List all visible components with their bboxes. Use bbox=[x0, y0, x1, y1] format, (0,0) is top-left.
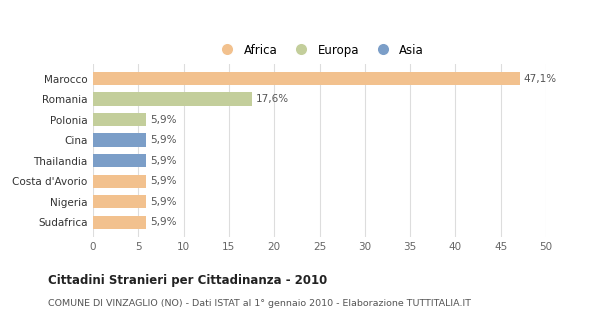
Text: 5,9%: 5,9% bbox=[150, 156, 176, 166]
Bar bbox=[93, 195, 146, 208]
Text: COMUNE DI VINZAGLIO (NO) - Dati ISTAT al 1° gennaio 2010 - Elaborazione TUTTITAL: COMUNE DI VINZAGLIO (NO) - Dati ISTAT al… bbox=[48, 299, 471, 308]
Bar bbox=[93, 92, 253, 106]
Bar bbox=[93, 72, 520, 85]
Text: 5,9%: 5,9% bbox=[150, 197, 176, 207]
Text: 5,9%: 5,9% bbox=[150, 176, 176, 186]
Text: 5,9%: 5,9% bbox=[150, 217, 176, 227]
Bar bbox=[93, 113, 146, 126]
Text: Cittadini Stranieri per Cittadinanza - 2010: Cittadini Stranieri per Cittadinanza - 2… bbox=[48, 274, 327, 287]
Text: 17,6%: 17,6% bbox=[256, 94, 289, 104]
Text: 5,9%: 5,9% bbox=[150, 115, 176, 124]
Bar bbox=[93, 174, 146, 188]
Bar bbox=[93, 133, 146, 147]
Bar bbox=[93, 154, 146, 167]
Legend: Africa, Europa, Asia: Africa, Europa, Asia bbox=[211, 39, 428, 61]
Text: 47,1%: 47,1% bbox=[523, 74, 556, 84]
Text: 5,9%: 5,9% bbox=[150, 135, 176, 145]
Bar bbox=[93, 216, 146, 229]
